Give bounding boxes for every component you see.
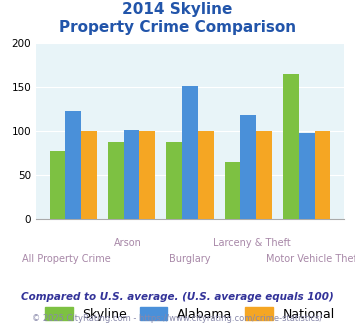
Text: All Property Crime: All Property Crime	[22, 254, 111, 264]
Bar	[108, 142, 124, 219]
Bar	[256, 131, 272, 219]
Bar	[225, 162, 240, 219]
Bar	[315, 131, 330, 219]
Bar	[65, 111, 81, 219]
Text: Property Crime Comparison: Property Crime Comparison	[59, 20, 296, 35]
Bar	[124, 130, 140, 219]
Text: 2014 Skyline: 2014 Skyline	[122, 2, 233, 16]
Text: Compared to U.S. average. (U.S. average equals 100): Compared to U.S. average. (U.S. average …	[21, 292, 334, 302]
Legend: Skyline, Alabama, National: Skyline, Alabama, National	[45, 307, 335, 320]
Bar	[299, 133, 315, 219]
Text: Motor Vehicle Theft: Motor Vehicle Theft	[266, 254, 355, 264]
Text: Larceny & Theft: Larceny & Theft	[213, 238, 291, 248]
Text: Arson: Arson	[114, 238, 142, 248]
Text: Burglary: Burglary	[169, 254, 211, 264]
Bar	[283, 74, 299, 219]
Bar	[198, 131, 214, 219]
Bar	[166, 142, 182, 219]
Bar	[182, 86, 198, 219]
Text: © 2025 CityRating.com - https://www.cityrating.com/crime-statistics/: © 2025 CityRating.com - https://www.city…	[32, 314, 323, 323]
Bar	[81, 131, 97, 219]
Bar	[50, 150, 65, 219]
Bar	[140, 131, 155, 219]
Bar	[240, 115, 256, 219]
